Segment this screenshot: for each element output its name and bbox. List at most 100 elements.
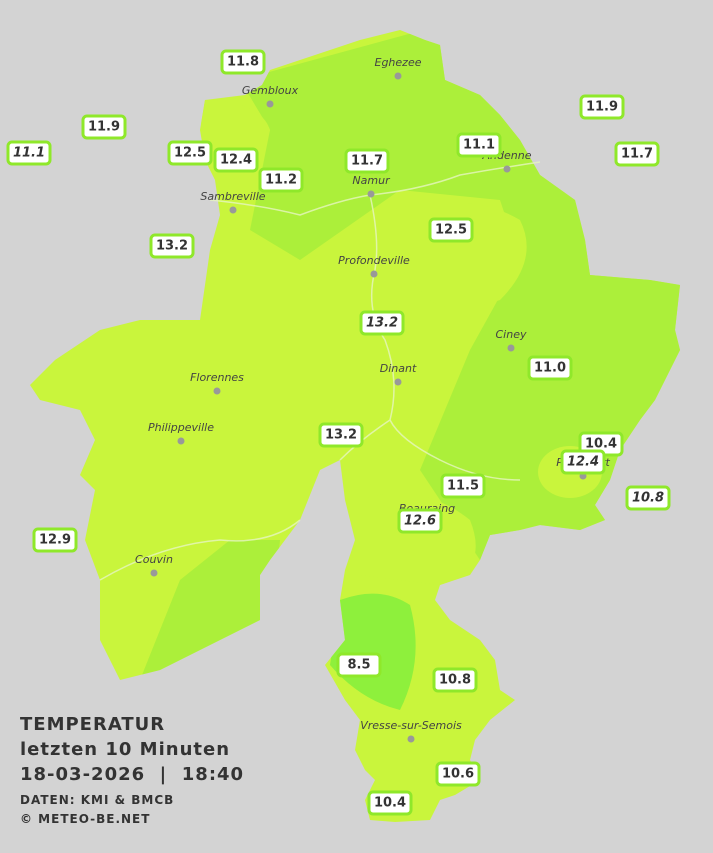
station-badge (397, 508, 443, 534)
station: 11.1 (6, 140, 52, 166)
station-value: 12.4 (220, 153, 252, 168)
credit-line: DATEN: KMI & BMCB (20, 793, 174, 807)
station: 11.1 (456, 132, 502, 158)
station-value: 12.5 (174, 146, 206, 161)
city-label: Dinant (380, 362, 417, 375)
city-dot (407, 735, 415, 743)
city-label: Gembloux (242, 84, 299, 97)
city-label: Namur (352, 174, 391, 187)
station: 11.2 (258, 167, 304, 193)
station-value: 11.5 (447, 479, 479, 494)
station-badge (579, 94, 625, 120)
station: 11.7 (344, 148, 390, 174)
station-badge (359, 310, 405, 336)
city-dot (177, 437, 185, 445)
city-dot (229, 206, 237, 214)
station-badge (167, 140, 213, 166)
station: 11.7 (614, 141, 660, 167)
city-label: Profondeville (338, 254, 410, 267)
station: 12.9 (32, 527, 78, 553)
station-badge (149, 233, 195, 259)
station: 12.5 (428, 217, 474, 243)
zone-warm (360, 493, 476, 585)
cities: EghezeeGemblouxAndenneNamurSambrevillePr… (135, 56, 610, 743)
station-badge (32, 527, 78, 553)
city-label: Sambreville (200, 190, 265, 203)
city-dot (370, 270, 378, 278)
station-value: 11.0 (534, 361, 566, 376)
station: 13.2 (149, 233, 195, 259)
station-value: 11.7 (351, 154, 383, 169)
station-value: 8.5 (347, 658, 370, 673)
station: 13.2 (359, 310, 405, 336)
station: 12.6 (397, 508, 443, 534)
station: 11.8 (220, 49, 266, 75)
station-badge (432, 667, 478, 693)
station: 10.8 (432, 667, 478, 693)
station-value: 12.5 (435, 223, 467, 238)
station: 11.5 (440, 473, 486, 499)
station-value: 10.6 (442, 767, 474, 782)
station: 10.4 (367, 790, 413, 816)
station-badge (336, 652, 382, 678)
city-dot (213, 387, 221, 395)
station-value: 12.6 (404, 514, 436, 529)
city-label: Philippeville (148, 421, 214, 434)
station-value: 10.8 (632, 491, 664, 506)
station-value: 13.2 (366, 316, 398, 331)
legend-title: TEMPERATUR letzten 10 Minuten 18-03-2026… (20, 714, 244, 826)
city-label: Vresse-sur-Semois (360, 719, 462, 732)
station-badge (258, 167, 304, 193)
station-badge (6, 140, 52, 166)
station-value: 10.4 (374, 796, 406, 811)
credit-line: © METEO-BE.NET (20, 812, 150, 826)
zone-warm (388, 202, 527, 308)
station-value: 11.9 (586, 100, 618, 115)
station-value: 11.1 (463, 138, 495, 153)
station: 11.0 (527, 355, 573, 381)
station: 12.5 (167, 140, 213, 166)
title-line: TEMPERATUR (20, 714, 165, 735)
city-dot (150, 569, 158, 577)
station-value: 11.7 (621, 147, 653, 162)
city-dot (367, 190, 375, 198)
city-dot (503, 165, 511, 173)
station-value: 13.2 (156, 239, 188, 254)
station-badge (456, 132, 502, 158)
station-badge (367, 790, 413, 816)
station-badge (440, 473, 486, 499)
city-dot (507, 344, 515, 352)
station: 13.2 (318, 422, 364, 448)
station-badge (625, 485, 671, 511)
station-badge (318, 422, 364, 448)
station-badge (614, 141, 660, 167)
title-line: 18-03-2026 | 18:40 (20, 764, 244, 785)
stations: 11.8 11.9 11.1 12.5 12.4 11.2 11.7 11.1 11.9 11.7… (6, 49, 671, 816)
station: 8.5 (336, 652, 382, 678)
city-label: Florennes (190, 371, 244, 384)
city-dot (394, 72, 402, 80)
station-value: 12.9 (39, 533, 71, 548)
station-value: 10.4 (585, 437, 617, 452)
zone-cool (330, 593, 416, 710)
station-value: 12.4 (567, 455, 599, 470)
station: 10.6 (435, 761, 481, 787)
station-badge (435, 761, 481, 787)
station-badge (344, 148, 390, 174)
station-value: 11.1 (13, 146, 45, 161)
station-badge (81, 114, 127, 140)
station-badge (213, 147, 259, 173)
station: 11.9 (81, 114, 127, 140)
station: 12.4 (213, 147, 259, 173)
city-label: Couvin (135, 553, 173, 566)
station-badge (527, 355, 573, 381)
station: 12.4 (560, 449, 606, 475)
station-value: 11.2 (265, 173, 297, 188)
city-dot (394, 378, 402, 386)
station: 10.8 (625, 485, 671, 511)
city-label: Eghezee (375, 56, 422, 69)
station-badge (220, 49, 266, 75)
station-value: 11.9 (88, 120, 120, 135)
station-badge (560, 449, 606, 475)
